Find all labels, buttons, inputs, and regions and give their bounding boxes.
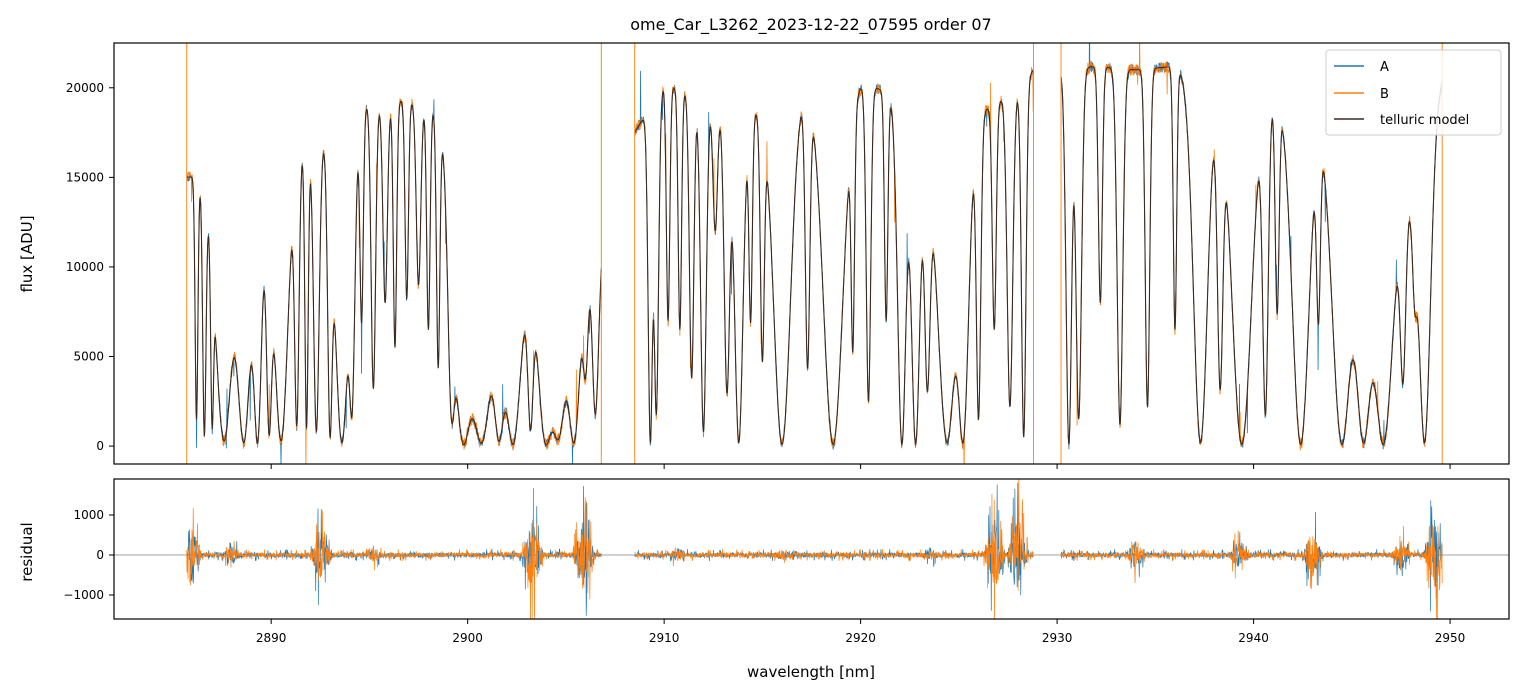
legend: A B telluric model (1325, 49, 1502, 136)
legend-label-telluric-model: telluric model (1380, 113, 1469, 128)
telluric-model-line (186, 100, 602, 446)
y-tick-label: 15000 (66, 170, 104, 184)
series-b-line (634, 67, 1034, 464)
telluric-model-line (634, 69, 1034, 447)
legend-box (1325, 49, 1502, 136)
legend-label-a: A (1380, 60, 1389, 75)
residual-b-line (634, 479, 1034, 619)
y-axis-label-flux: flux [ADU] (18, 215, 36, 292)
x-tick-label: 2900 (452, 631, 483, 645)
residual-a-line (634, 482, 1034, 611)
x-tick-label: 2920 (845, 631, 876, 645)
residual-b-line (1060, 525, 1443, 619)
y-axis-label-residual: residual (18, 522, 36, 581)
y-tick-label: 0 (96, 548, 104, 562)
x-tick-label: 2890 (256, 631, 287, 645)
y-tick-label: 20000 (66, 81, 104, 95)
flux-plot: 0 5000 10000 15000 20000 flux [ADU] A B tell… (18, 42, 1510, 469)
y-tick-label: −1000 (63, 588, 104, 602)
telluric-model-line (1060, 66, 1443, 446)
residual-plot-frame (113, 478, 1510, 620)
y-tick-label: 5000 (73, 350, 104, 364)
x-axis-label: wavelength [nm] (747, 663, 875, 681)
y-tick-label: 10000 (66, 260, 104, 274)
x-tick-label: 2910 (649, 631, 680, 645)
x-tick-label: 2950 (1435, 631, 1466, 645)
x-tick-label: 2930 (1042, 631, 1073, 645)
x-tick-label: 2940 (1238, 631, 1269, 645)
flux-plot-frame (113, 42, 1510, 465)
residual-a-line (1060, 500, 1443, 619)
y-tick-label: 1000 (73, 508, 104, 522)
chart-title: ome_Car_L3262_2023-12-22_07595 order 07 (630, 15, 991, 35)
legend-label-b: B (1380, 87, 1389, 102)
residual-b-line (186, 488, 602, 619)
y-tick-label: 0 (96, 439, 104, 453)
